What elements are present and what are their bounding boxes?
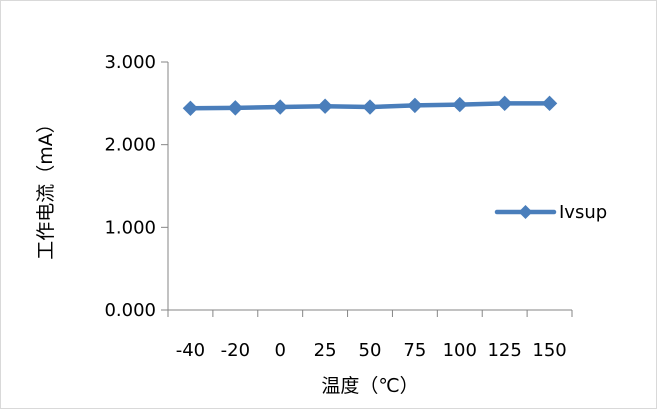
data-point-marker	[452, 96, 468, 113]
legend: Ivsup	[494, 202, 607, 223]
x-axis-title: 温度（℃）	[321, 375, 418, 397]
data-point-marker	[496, 95, 513, 112]
x-tick-label: 100	[443, 340, 477, 361]
x-tick-label: 75	[403, 340, 426, 361]
legend-label: Ivsup	[559, 202, 607, 223]
x-tick-label: 150	[532, 340, 566, 361]
legend-marker	[518, 205, 533, 219]
x-tick-label: -20	[221, 340, 250, 361]
data-point-marker	[182, 100, 199, 117]
data-point-marker	[541, 95, 558, 112]
data-point-marker	[317, 98, 333, 114]
x-tick-label: 50	[359, 340, 382, 361]
y-axis-title: 工作电流（mA）	[35, 114, 57, 260]
data-point-marker	[362, 99, 378, 115]
data-point-marker	[227, 100, 244, 116]
axes: 0.000 1.000 2.000 3.000 -40 -20 0 25 50 75 100 125 1…	[104, 52, 573, 361]
x-tick-label: 25	[314, 340, 337, 361]
x-tick-label: 0	[274, 340, 285, 361]
data-point-marker	[407, 97, 423, 114]
data-point-marker	[272, 99, 288, 115]
y-tick-label: 0.000	[104, 300, 156, 321]
x-tick-label: 125	[487, 340, 521, 361]
x-tick-label: -40	[176, 340, 205, 361]
y-tick-label: 1.000	[104, 217, 156, 238]
y-tick-label: 2.000	[104, 135, 156, 156]
series-layer	[182, 95, 558, 117]
y-tick-label: 3.000	[104, 52, 156, 73]
